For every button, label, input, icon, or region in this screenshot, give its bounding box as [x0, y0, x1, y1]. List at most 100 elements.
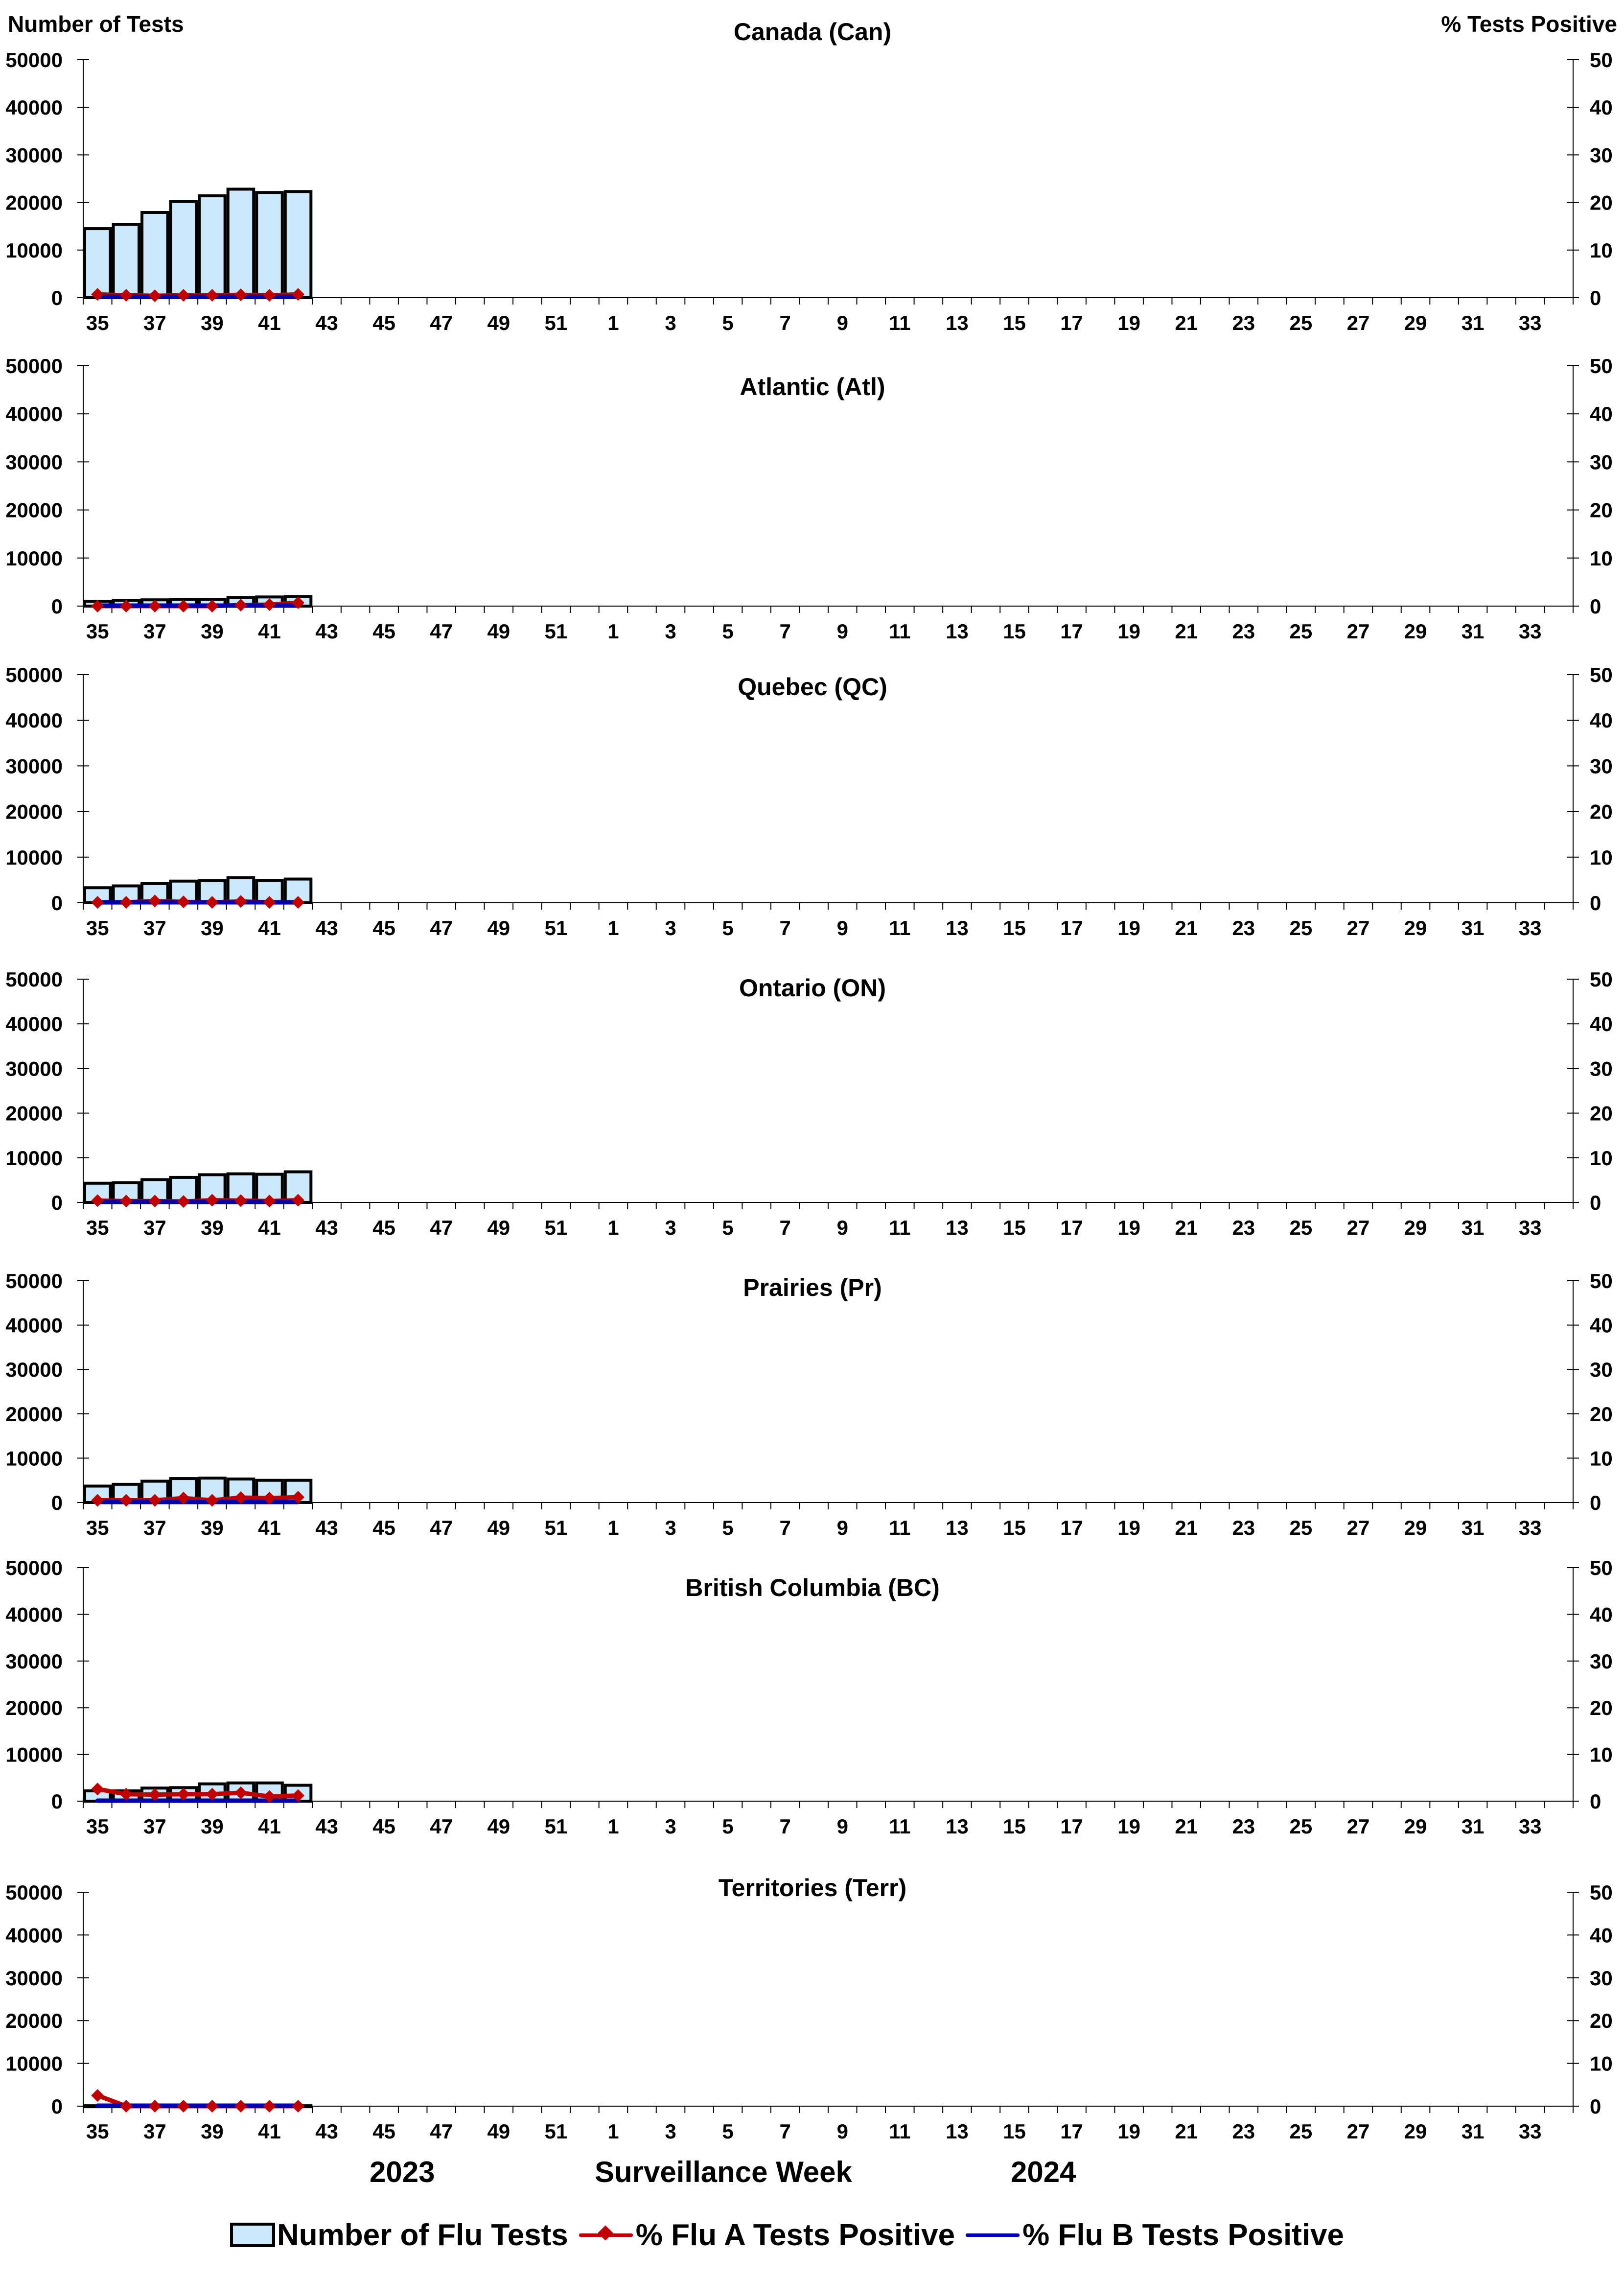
panel-title: Prairies (Pr) [743, 1274, 882, 1301]
y-tick-label-left: 40000 [5, 1924, 63, 1947]
x-tick-label: 49 [487, 916, 510, 939]
flu-a-diamond-marker-icon [234, 288, 247, 302]
y-tick-label-left: 30000 [5, 143, 63, 166]
x-tick-label: 39 [201, 2120, 224, 2143]
flu-a-diamond-marker-icon [234, 1194, 247, 1207]
x-tick-label: 37 [143, 1516, 166, 1539]
flu-a-diamond-marker-icon [234, 2100, 247, 2113]
x-tick-label: 51 [545, 1516, 568, 1539]
bar-week-42 [283, 877, 313, 905]
x-tick-label: 5 [722, 1216, 733, 1239]
x-tick-label: 37 [143, 311, 166, 334]
y-tick-label-right: 20 [1590, 2009, 1613, 2032]
panel-title: Quebec (QC) [738, 673, 887, 701]
x-tick-label: 47 [430, 311, 453, 334]
y-tick-label-left: 40000 [5, 1012, 63, 1035]
x-tick-label: 33 [1519, 916, 1542, 939]
x-tick-label: 43 [315, 1216, 338, 1239]
panel-territories-terr: Territories (Terr) 0 10000 20000 30000 40000 5… [5, 1874, 1613, 2143]
y-tick-label-right: 30 [1590, 1967, 1613, 1990]
x-tick-label: 13 [946, 620, 969, 643]
x-tick-label: 19 [1117, 311, 1140, 334]
y-tick-label-left: 10000 [5, 1447, 63, 1470]
y-tick-label-left: 30000 [5, 754, 63, 777]
flu-a-diamond-marker-icon [148, 2100, 162, 2113]
flu-a-diamond-marker-icon [292, 1491, 305, 1504]
x-tick-label: 9 [837, 1216, 848, 1239]
flu-a-diamond-marker-icon [234, 1491, 247, 1504]
flu-a-diamond-marker-icon [177, 1491, 190, 1504]
x-tick-label: 13 [946, 1815, 969, 1838]
y-tick-label-left: 30000 [5, 450, 63, 473]
legend-label: Number of Flu Tests [277, 2218, 568, 2252]
flu-a-diamond-marker-icon [263, 1195, 276, 1208]
x-tick-label: 25 [1290, 1216, 1313, 1239]
bar-week-39 [198, 194, 227, 299]
flu-a-diamond-marker-icon [206, 600, 219, 612]
y-tick-label-right: 30 [1590, 1358, 1613, 1381]
x-tick-label: 41 [258, 916, 281, 939]
x-tick-label: 7 [780, 1216, 791, 1239]
x-tick-label: 23 [1232, 2120, 1255, 2143]
x-tick-label: 5 [722, 2120, 733, 2143]
y-tick-label-right: 10 [1590, 239, 1613, 262]
bar-week-41 [255, 191, 284, 299]
x-tick-label: 21 [1175, 2120, 1198, 2143]
x-tick-label: 45 [372, 620, 395, 643]
x-tick-label: 5 [722, 620, 733, 643]
x-tick-label: 5 [722, 1815, 733, 1838]
y-tick-label-right: 30 [1590, 450, 1613, 473]
x-tick-label: 23 [1232, 1216, 1255, 1239]
x-tick-label: 23 [1232, 311, 1255, 334]
x-tick-label: 1 [607, 311, 619, 334]
y-tick-label-right: 10 [1590, 846, 1613, 869]
flu-a-diamond-marker-icon [177, 289, 190, 302]
bar-week-40 [226, 188, 255, 299]
flu-a-diamond-marker-icon [148, 1788, 162, 1801]
x-tick-label: 1 [607, 1815, 619, 1838]
panel-ontario-on: Ontario (ON) 0 10000 20000 30000 40000 50000 0 1… [5, 968, 1613, 1239]
y-tick-label-right: 0 [1590, 1191, 1601, 1214]
flu-a-diamond-marker-icon [148, 289, 162, 303]
x-tick-label: 15 [1003, 311, 1026, 334]
x-tick-label: 7 [780, 1516, 791, 1539]
x-tick-label: 3 [665, 620, 676, 643]
flu-a-diamond-marker-icon [263, 1491, 276, 1504]
y-tick-label-left: 50000 [5, 968, 63, 991]
x-tick-label: 45 [372, 311, 395, 334]
y-tick-label-right: 50 [1590, 1269, 1613, 1292]
flu-a-diamond-marker-icon [91, 600, 104, 612]
left-axis-title: Number of Tests [8, 11, 184, 37]
year-2024-label: 2024 [1011, 2156, 1076, 2188]
x-tick-label: 47 [430, 916, 453, 939]
x-tick-label: 15 [1003, 620, 1026, 643]
x-tick-label: 31 [1462, 311, 1485, 334]
legend-item-flu-a: % Flu A Tests Positive [579, 2218, 955, 2253]
bar-week-42 [283, 190, 313, 299]
y-tick-label-right: 40 [1590, 1603, 1613, 1626]
bar-swatch-icon [230, 2223, 275, 2247]
y-tick-label-right: 0 [1590, 892, 1601, 915]
y-tick-label-left: 20000 [5, 191, 63, 214]
y-tick-label-right: 50 [1590, 1881, 1613, 1904]
y-tick-label-left: 10000 [5, 2052, 63, 2075]
x-tick-label: 29 [1404, 1516, 1427, 1539]
y-tick-label-left: 0 [51, 1790, 63, 1813]
y-tick-label-left: 40000 [5, 96, 63, 119]
y-tick-label-left: 50000 [5, 48, 63, 71]
x-tick-label: 15 [1003, 1216, 1026, 1239]
x-tick-label: 41 [258, 620, 281, 643]
x-tick-label: 41 [258, 311, 281, 334]
x-tick-label: 9 [837, 1516, 848, 1539]
x-tick-label: 23 [1232, 1815, 1255, 1838]
x-tick-label: 27 [1347, 916, 1370, 939]
x-tick-label: 33 [1519, 1216, 1542, 1239]
x-tick-label: 3 [665, 1516, 676, 1539]
x-tick-label: 31 [1462, 1516, 1485, 1539]
flu-a-diamond-marker-icon [292, 896, 305, 909]
x-tick-label: 29 [1404, 1815, 1427, 1838]
x-tick-label: 19 [1117, 916, 1140, 939]
x-tick-label: 37 [143, 1216, 166, 1239]
x-tick-label: 45 [372, 916, 395, 939]
x-tick-label: 15 [1003, 1516, 1026, 1539]
